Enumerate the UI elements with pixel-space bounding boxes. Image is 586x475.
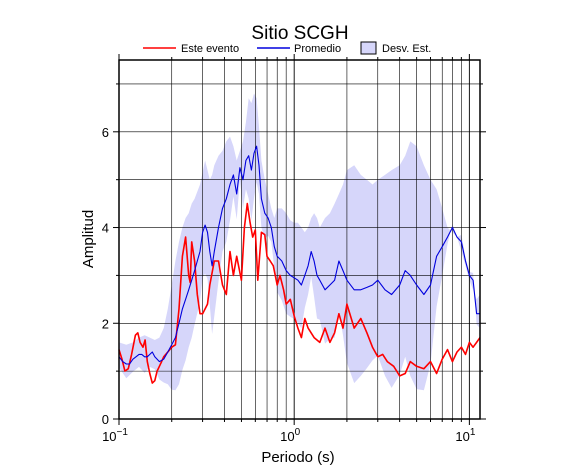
chart-title: Sitio SCGH — [251, 23, 348, 44]
y-tick-label: 0 — [102, 412, 109, 427]
std-dev-band — [119, 93, 480, 391]
legend-label-desv-est: Desv. Est. — [382, 43, 431, 55]
series-line-promedio — [118, 145, 480, 365]
legend-label-promedio: Promedio — [294, 43, 341, 55]
legend-label-este-evento: Este evento — [181, 43, 239, 55]
series-line-este-evento — [118, 202, 481, 384]
x-tick-label: 101 — [455, 427, 475, 444]
y-tick-label: 2 — [102, 316, 109, 331]
y-tick-label: 4 — [102, 221, 109, 236]
y-axis-label: Amplitud — [80, 210, 97, 268]
legend: Este evento Promedio Desv. Est. — [143, 41, 431, 55]
x-tick-label: 100 — [280, 427, 300, 444]
legend-swatch-desv-est — [360, 41, 377, 55]
x-tick-label: 10−1 — [102, 427, 128, 444]
y-tick-label: 6 — [102, 125, 109, 140]
plot-area: 10−1 100 101 0 2 4 6 — [102, 54, 486, 444]
x-axis-label: Periodo (s) — [261, 449, 334, 466]
plot-frame — [118, 59, 481, 420]
